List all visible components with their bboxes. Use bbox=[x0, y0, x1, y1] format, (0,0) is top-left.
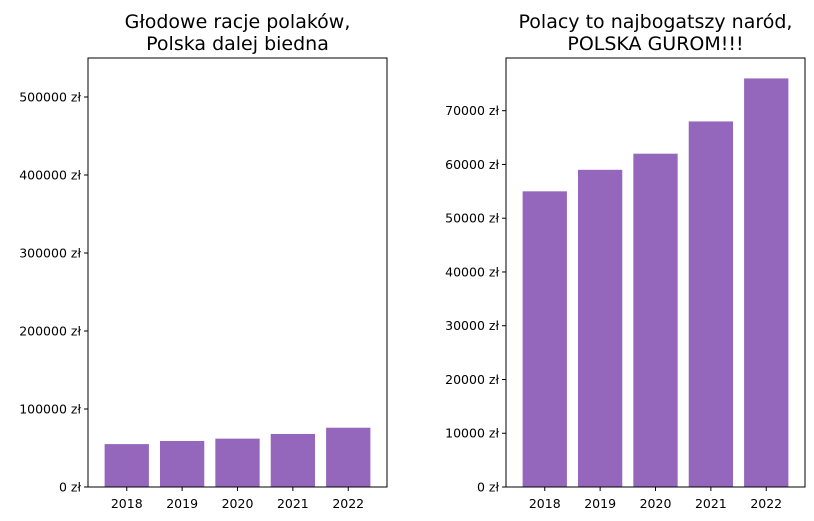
y-tick-label: 70000 zł bbox=[445, 103, 499, 118]
chart-title-line: Głodowe racje polaków, bbox=[125, 11, 351, 33]
chart-panel-1: 0 zł 100000 zł 200000 zł 300000 zł 400000 zł… bbox=[19, 11, 388, 511]
bar-2022 bbox=[326, 427, 371, 487]
y-tick-label: 30000 zł bbox=[445, 318, 499, 333]
bar-2018 bbox=[522, 191, 567, 487]
chart-panel-2: 0 zł 10000 zł 20000 zł 30000 zł 40000 zł 5000… bbox=[445, 11, 806, 511]
y-tick-label: 0 zł bbox=[477, 480, 499, 495]
plot-frame bbox=[87, 57, 388, 488]
bar-2019 bbox=[577, 169, 623, 487]
x-tick-label: 2018 bbox=[529, 496, 561, 511]
chart-title-line: Polska dalej biedna bbox=[146, 33, 329, 55]
chart-title: Głodowe racje polaków, Polska dalej biedn… bbox=[125, 11, 351, 55]
y-tick-label: 200000 zł bbox=[19, 324, 81, 339]
y-tick-label: 500000 zł bbox=[19, 90, 81, 105]
bar-2020 bbox=[633, 153, 678, 488]
x-tick-label: 2020 bbox=[640, 496, 672, 511]
x-tick-label: 2019 bbox=[166, 496, 198, 511]
y-tick-label: 40000 zł bbox=[445, 264, 499, 279]
y-tick-label: 0 zł bbox=[59, 480, 81, 495]
bar-2022 bbox=[744, 78, 789, 487]
bar-2021 bbox=[270, 433, 316, 487]
x-tick-label: 2021 bbox=[695, 496, 727, 511]
chart-title-line: POLSKA GUROM!!! bbox=[567, 33, 743, 55]
y-tick-label: 300000 zł bbox=[19, 246, 81, 261]
x-tick-label: 2021 bbox=[277, 496, 309, 511]
bar-2021 bbox=[688, 121, 734, 487]
x-tick-label: 2022 bbox=[332, 496, 364, 511]
y-tick-label: 20000 zł bbox=[445, 372, 499, 387]
chart-title: Polacy to najbogatszy naród, POLSKA GUROM… bbox=[519, 11, 793, 55]
x-tick-label: 2020 bbox=[222, 496, 254, 511]
y-tick-label: 60000 zł bbox=[445, 157, 499, 172]
bar-2020 bbox=[215, 438, 260, 487]
bar-2019 bbox=[159, 440, 205, 487]
y-tick-label: 400000 zł bbox=[19, 168, 81, 183]
x-tick-label: 2019 bbox=[584, 496, 616, 511]
x-tick-label: 2022 bbox=[750, 496, 782, 511]
y-tick-label: 50000 zł bbox=[445, 211, 499, 226]
x-tick-label: 2018 bbox=[111, 496, 143, 511]
y-tick-label: 100000 zł bbox=[19, 402, 81, 417]
bar-2018 bbox=[104, 444, 149, 487]
y-tick-label: 10000 zł bbox=[445, 426, 499, 441]
chart-title-line: Polacy to najbogatszy naród, bbox=[519, 11, 793, 33]
